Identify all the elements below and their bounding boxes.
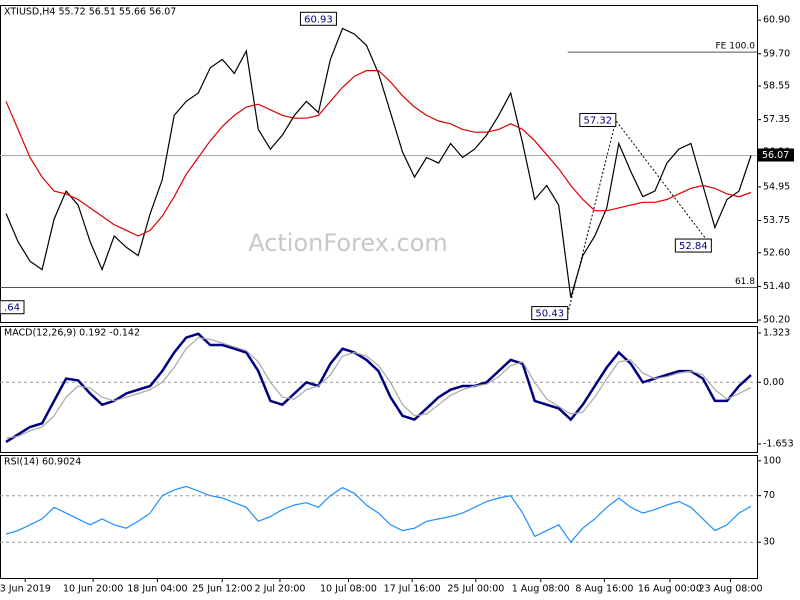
panel-frame bbox=[0, 5, 758, 323]
x-tick-label: 10 Jul 08:00 bbox=[320, 584, 377, 595]
y-tick-label: 53.75 bbox=[763, 215, 790, 226]
y-tick-label: 51.40 bbox=[763, 281, 790, 292]
watermark: ActionForex.com bbox=[248, 229, 448, 257]
x-tick-label: 8 Aug 16:00 bbox=[575, 584, 633, 595]
series-line bbox=[5, 27, 752, 298]
level-label: FE 100.0 bbox=[716, 42, 756, 52]
annotation-label: 52.84 bbox=[679, 241, 708, 252]
annotation-box bbox=[531, 306, 569, 321]
y-tick-label: 54.95 bbox=[763, 181, 790, 192]
panel-header: XTIUSD,H4 55.72 56.51 55.66 56.07 bbox=[4, 7, 176, 18]
series-line bbox=[5, 485, 752, 544]
last-price-box bbox=[758, 148, 794, 162]
y-tick-label: 57.35 bbox=[763, 114, 790, 125]
level-label: 61.8 bbox=[735, 277, 755, 287]
panel-header: RSI(14) 60.9024 bbox=[4, 457, 81, 468]
annotation-box bbox=[674, 238, 712, 253]
y-tick-label: 0.00 bbox=[763, 377, 784, 388]
last-price-label: 56.07 bbox=[762, 150, 789, 161]
y-tick-label: 50.20 bbox=[763, 315, 790, 326]
y-tick-label: 60.90 bbox=[763, 15, 790, 26]
x-tick-label: 2 Jul 20:00 bbox=[255, 584, 306, 595]
x-tick-label: 25 Jun 12:00 bbox=[192, 584, 252, 595]
y-tick-label: -1.653 bbox=[763, 438, 794, 449]
y-tick-label: 1.323 bbox=[763, 327, 790, 338]
panel-frame bbox=[0, 455, 758, 579]
x-tick-label: 1 Aug 08:00 bbox=[512, 584, 570, 595]
x-tick-label: 10 Jun 20:00 bbox=[63, 584, 123, 595]
x-tick-label: 23 Aug 08:00 bbox=[699, 584, 763, 595]
y-tick-label: 52.60 bbox=[763, 247, 790, 258]
annotation-box bbox=[0, 300, 25, 315]
y-tick-label: 70 bbox=[763, 490, 775, 501]
annotation-label: 60.93 bbox=[304, 14, 333, 25]
x-tick-label: 16 Aug 00:00 bbox=[638, 584, 702, 595]
x-tick-label: 3 Jun 2019 bbox=[0, 584, 51, 595]
series-line bbox=[5, 336, 752, 439]
series-line bbox=[5, 70, 752, 237]
x-tick-label: 17 Jul 16:00 bbox=[384, 584, 441, 595]
annotation-box bbox=[299, 11, 337, 26]
x-tick-label: 18 Jun 04:00 bbox=[127, 584, 187, 595]
panel-header: MACD(12,26,9) 0.192 -0.142 bbox=[4, 328, 140, 339]
y-tick-label: 30 bbox=[763, 537, 775, 548]
y-tick-label: 100 bbox=[763, 455, 781, 466]
panel-frame bbox=[0, 326, 758, 453]
y-tick-label: 59.70 bbox=[763, 48, 790, 59]
annotation-label: .64 bbox=[4, 303, 20, 314]
annotation-label: 50.43 bbox=[535, 309, 564, 320]
x-tick-label: 25 Jul 00:00 bbox=[447, 584, 504, 595]
y-tick-label: 58.55 bbox=[763, 81, 790, 92]
fibo-line bbox=[567, 119, 712, 314]
annotation-box bbox=[579, 112, 617, 127]
annotation-label: 57.32 bbox=[583, 115, 612, 126]
